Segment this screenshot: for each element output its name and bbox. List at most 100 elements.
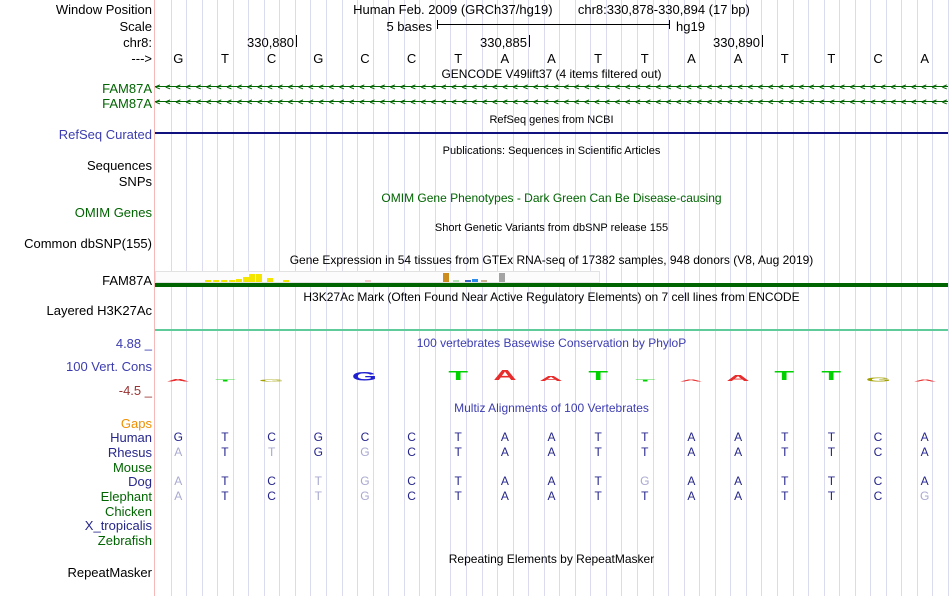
alignment-base: A	[547, 430, 556, 444]
gtex-tissue-bar	[229, 280, 235, 282]
gtex-tissue-bar	[249, 274, 255, 282]
conservation-letter: G	[352, 369, 378, 383]
vert-cons-label[interactable]: 100 Vert. Cons	[66, 359, 152, 374]
gene-model-fam87a-1[interactable]: < < < < < < < < < < < < < < < < < < < < < < < < < < < < < < < < < < < < < < < <…	[155, 81, 948, 93]
conservation-glyph: G	[342, 360, 388, 382]
gene-label-fam87a-2[interactable]: FAM87A	[102, 96, 152, 111]
gtex-expression-band[interactable]	[155, 271, 600, 283]
alignment-base: A	[500, 489, 509, 503]
gtex-tissue-bar	[499, 273, 505, 282]
conservation-glyph: G	[249, 360, 295, 382]
left-arrow-glyph: <	[809, 97, 815, 107]
left-arrow-glyph: <	[400, 97, 406, 107]
refseq-curated-label[interactable]: RefSeq Curated	[58, 127, 152, 142]
grid-line	[310, 0, 312, 596]
publications-title: Publications: Sequences in Scientific Ar…	[442, 145, 661, 157]
left-arrow-glyph: <	[226, 82, 232, 92]
left-arrow-glyph: <	[737, 97, 743, 107]
alignment-base: A	[920, 474, 929, 488]
gene-model-fam87a-2[interactable]: < < < < < < < < < < < < < < < < < < < < < < < < < < < < < < < < < < < < < < < <…	[155, 96, 948, 108]
grid-line	[357, 0, 359, 596]
refseq-gene-line[interactable]	[155, 132, 948, 134]
alignment-base: A	[734, 445, 743, 459]
grid-line	[481, 0, 483, 596]
left-arrow-glyph: <	[798, 82, 805, 92]
left-arrow-glyph: <	[635, 97, 641, 107]
scale-label: Scale	[119, 19, 152, 34]
snps-label[interactable]: SNPs	[118, 174, 152, 189]
gene-label-fam87a-1[interactable]: FAM87A	[102, 81, 152, 96]
left-arrow-glyph: <	[277, 97, 283, 107]
left-arrow-glyph: <	[379, 97, 386, 107]
left-arrow-glyph: <	[277, 82, 283, 92]
alignment-base: T	[594, 445, 602, 459]
left-arrow-glyph: <	[287, 82, 294, 92]
sequences-label[interactable]: Sequences	[86, 158, 152, 173]
grid-line	[823, 0, 825, 596]
repeatmasker-label[interactable]: RepeatMasker	[67, 565, 152, 580]
gtex-tissue-bar	[443, 273, 449, 282]
species-label-x_tropicalis[interactable]: X_tropicalis	[84, 518, 152, 533]
alignment-base: T	[267, 445, 276, 459]
sequence-base: A	[500, 51, 510, 66]
layered-h3k27ac-label[interactable]: Layered H3K27Ac	[46, 303, 152, 318]
window-position-label: Window Position	[55, 2, 152, 17]
species-label-elephant[interactable]: Elephant	[100, 489, 152, 504]
gtex-tissue-bar	[236, 279, 242, 282]
conservation-letter: G	[259, 378, 285, 383]
alignment-base: T	[781, 445, 789, 459]
species-label-mouse[interactable]: Mouse	[112, 460, 152, 475]
left-arrow-glyph: <	[717, 97, 723, 107]
left-arrow-glyph: <	[870, 97, 876, 107]
grid-line	[450, 0, 452, 596]
left-arrow-glyph: <	[849, 97, 856, 107]
gtex-gene-line[interactable]	[155, 283, 948, 287]
left-arrow-glyph: <	[900, 97, 907, 107]
left-arrow-glyph: <	[931, 82, 937, 92]
species-label-chicken[interactable]: Chicken	[105, 504, 152, 519]
alignment-base: T	[454, 489, 462, 503]
omim-genes-label[interactable]: OMIM Genes	[74, 205, 152, 220]
left-arrow-glyph: <	[655, 97, 661, 107]
alignment-base: T	[641, 430, 649, 444]
common-dbsnp-label[interactable]: Common dbSNP(155)	[24, 236, 152, 251]
species-label-gaps[interactable]: Gaps	[120, 416, 152, 431]
track-area-left-border	[154, 0, 155, 596]
gtex-gene-label[interactable]: FAM87A	[102, 273, 152, 288]
grid-line	[434, 0, 436, 596]
species-label-zebrafish[interactable]: Zebrafish	[97, 533, 152, 548]
left-arrow-glyph: <	[206, 82, 212, 92]
grid-line	[372, 0, 374, 596]
left-arrow-glyph: <	[502, 97, 508, 107]
grid-line	[263, 0, 265, 596]
left-arrow-glyph: <	[420, 97, 426, 107]
left-arrow-glyph: <	[287, 97, 294, 107]
ruler-tick-label: 330,885	[480, 35, 527, 50]
left-arrow-glyph: <	[849, 82, 856, 92]
alignment-base: T	[641, 489, 649, 503]
alignment-base: T	[314, 474, 322, 488]
alignment-base: T	[827, 430, 836, 444]
species-label-dog[interactable]: Dog	[128, 474, 152, 489]
conservation-glyph: T	[808, 360, 854, 382]
h3k27ac-signal-line[interactable]	[155, 329, 948, 331]
alignment-base: A	[920, 445, 929, 459]
alignment-base: C	[407, 474, 416, 488]
conservation-letter: G	[865, 376, 891, 383]
left-arrow-glyph: <	[941, 82, 948, 92]
grid-line	[932, 0, 934, 596]
left-arrow-glyph: <	[706, 97, 713, 107]
alignment-base: C	[267, 489, 276, 503]
species-label-rhesus[interactable]: Rhesus	[107, 445, 152, 460]
alignment-base: C	[267, 430, 276, 444]
left-arrow-glyph: <	[318, 82, 324, 92]
grid-line	[652, 0, 654, 596]
alignment-base: G	[640, 474, 650, 488]
species-label-human[interactable]: Human	[110, 430, 152, 445]
ruler-tick-mark	[529, 35, 530, 47]
alignment-base: A	[547, 474, 556, 488]
left-arrow-glyph: <	[584, 97, 590, 107]
grid-line	[668, 0, 670, 596]
left-arrow-glyph: <	[267, 97, 273, 107]
grid-line	[714, 0, 716, 596]
